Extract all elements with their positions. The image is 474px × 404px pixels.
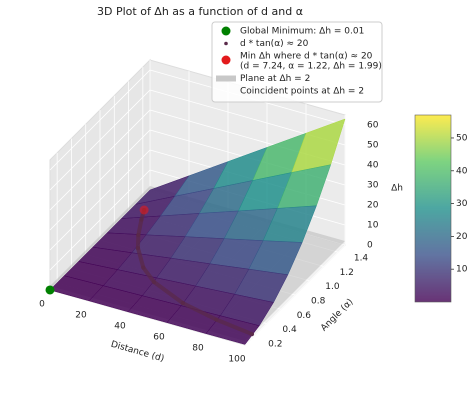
y-tick-label: 0.4: [282, 325, 297, 335]
curve-min-marker: [139, 205, 149, 215]
y-tick-label: 0.6: [297, 311, 312, 321]
chart-title: 3D Plot of Δh as a function of d and α: [97, 5, 303, 18]
y-tick-label: 0.2: [268, 339, 282, 349]
x-tick-label: 40: [114, 322, 126, 332]
colorbar-tick-label: 30: [456, 199, 468, 209]
y-tick-label: 1.4: [354, 254, 369, 264]
z-tick-label: 40: [367, 161, 379, 171]
x-axis-label: Distance (d): [110, 340, 166, 365]
x-tick-label: 0: [39, 300, 45, 310]
legend-box: [211, 21, 383, 103]
colorbar-gradient: [414, 114, 452, 303]
legend-label: Global Minimum: Δh = 0.01: [240, 27, 364, 37]
z-tick-label: 30: [367, 181, 379, 191]
legend-label: d * tan(α) ≈ 20: [240, 39, 309, 49]
legend-swatch: [221, 26, 231, 36]
z-tick-label: 50: [367, 141, 379, 151]
grid-line: [49, 69, 151, 171]
grid-line: [49, 89, 151, 191]
legend: Global Minimum: Δh = 0.01 d * tan(α) ≈ 20…: [211, 21, 383, 103]
colorbar-tick-label: 50: [456, 133, 468, 143]
legend-swatch: [216, 75, 236, 82]
x-tick-label: 80: [192, 344, 204, 354]
colorbar-tick-label: 20: [456, 232, 468, 242]
colorbar-tick-label: 40: [456, 166, 468, 176]
legend-swatch: [221, 55, 231, 65]
curve-segment: [152, 280, 185, 306]
grid-line: [49, 149, 151, 251]
colorbar: 10 20 30 40 50: [414, 114, 468, 303]
x-tick-label: 60: [153, 333, 165, 343]
x-tick-label: 100: [228, 355, 245, 365]
curve-point: [249, 332, 254, 337]
legend-swatch: [224, 41, 228, 46]
y-tick-label: 0.8: [311, 297, 326, 307]
grid-line: [49, 109, 151, 211]
legend-label: Plane at Δh = 2: [240, 74, 310, 84]
z-tick-label: 20: [367, 201, 379, 211]
y-tick-label: 1.0: [325, 282, 340, 292]
curve-segment: [180, 301, 219, 322]
curve-segment: [141, 265, 156, 284]
grid-line: [49, 169, 151, 271]
grid-line: [49, 129, 151, 231]
z-tick-label: 60: [367, 121, 379, 131]
legend-label: Min Δh where d * tan(α) ≈ 20: [240, 52, 373, 62]
plot-area: 0 20 40 60 80 100 0.20.40.6 0.8 1.01.21.4 0 10 20 30…: [39, 58, 403, 365]
curve-segment: [135, 246, 146, 270]
curve-segment: [136, 217, 144, 238]
legend-label: (d = 7.24, α = 1.22, Δh = 1.99): [240, 62, 382, 72]
global-min-marker: [45, 285, 55, 295]
z-axis-label: Δh: [391, 184, 403, 194]
legend-label: Coincident points at Δh = 2: [240, 87, 364, 97]
x-tick-label: 20: [75, 311, 87, 321]
curve-segment: [214, 317, 254, 337]
y-tick-label: 1.2: [340, 268, 354, 278]
z-tick-label: 10: [367, 221, 379, 231]
z-tick-label: 0: [367, 241, 373, 251]
colorbar-tick-label: 10: [456, 265, 468, 275]
